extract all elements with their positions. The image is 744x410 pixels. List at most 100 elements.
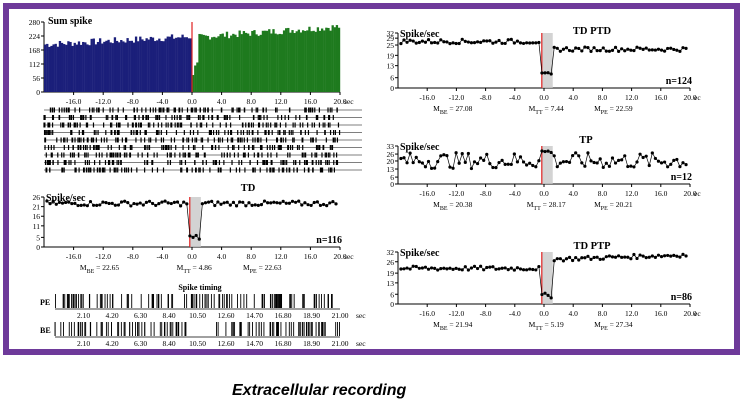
x-tick-label: 0.0 <box>539 93 549 102</box>
histogram-bar <box>65 44 68 92</box>
histogram-bar <box>94 44 98 92</box>
histogram-bar <box>50 45 53 92</box>
histogram-bar <box>246 33 250 92</box>
histogram-bar <box>73 42 76 92</box>
data-point <box>681 252 685 256</box>
data-point <box>506 268 510 272</box>
data-point <box>675 254 679 258</box>
data-point <box>528 267 532 271</box>
data-point <box>656 159 661 163</box>
data-point <box>656 253 661 257</box>
data-point <box>399 156 403 161</box>
histogram-bar <box>291 30 294 92</box>
x-tick-label: 2.10 <box>77 311 90 320</box>
x-tick-label: -16.0 <box>66 97 82 106</box>
data-point <box>482 158 486 163</box>
data-point <box>528 41 532 45</box>
data-point <box>613 161 618 165</box>
y-tick-label: 0 <box>390 180 394 189</box>
mean-before: MBE = 21.94 <box>433 320 472 332</box>
mean-transient: MTT = 7.44 <box>529 104 564 116</box>
histogram-bar <box>111 43 114 92</box>
histogram-bar <box>126 38 129 92</box>
histogram-bar <box>308 26 311 93</box>
data-point <box>583 45 587 49</box>
data-point <box>629 48 633 52</box>
data-point <box>497 38 501 43</box>
data-point <box>250 203 254 208</box>
data-point <box>272 200 276 204</box>
data-point <box>135 202 139 206</box>
data-point <box>429 166 434 170</box>
data-point <box>647 163 651 168</box>
x-tick-label: 8.40 <box>162 311 175 320</box>
data-point <box>571 258 575 263</box>
data-point <box>567 48 572 53</box>
data-point <box>426 159 431 164</box>
histogram-bar <box>244 32 248 92</box>
data-point <box>457 267 461 271</box>
data-point <box>436 268 440 272</box>
histogram-bar <box>166 36 169 92</box>
data-point <box>411 160 415 165</box>
y-tick-label: 25 <box>387 41 395 50</box>
histogram-bar <box>251 30 254 92</box>
histogram-bar <box>266 30 269 92</box>
data-point <box>610 255 615 259</box>
data-point <box>472 264 477 268</box>
x-tick-label: 4.0 <box>217 252 227 261</box>
data-point <box>574 255 578 260</box>
data-point <box>681 46 685 50</box>
histogram-bar <box>105 40 108 92</box>
data-point <box>549 72 553 76</box>
data-point <box>472 40 477 45</box>
data-point <box>475 266 480 271</box>
data-point <box>491 265 495 269</box>
data-point <box>571 153 575 158</box>
data-point <box>466 268 470 272</box>
data-point <box>210 199 214 203</box>
data-point <box>64 200 68 205</box>
data-point <box>104 201 108 205</box>
x-tick-label: -8.0 <box>480 93 492 102</box>
histogram-bar <box>314 31 317 92</box>
data-point <box>185 202 189 206</box>
histogram-bar <box>79 44 83 92</box>
x-tick-label: 16.0 <box>654 189 667 198</box>
data-point <box>580 256 584 260</box>
data-point <box>653 255 657 259</box>
data-point <box>466 151 470 156</box>
x-tick-label: 16.80 <box>275 311 292 320</box>
data-point <box>144 200 149 204</box>
data-point <box>82 203 86 207</box>
data-point <box>503 162 507 166</box>
data-point <box>213 203 217 208</box>
data-point <box>45 199 49 203</box>
x-axis-unit: sec <box>356 339 366 348</box>
data-point <box>537 264 541 269</box>
histogram-bar <box>75 44 79 92</box>
data-point <box>472 160 477 164</box>
data-point <box>182 200 186 204</box>
x-tick-label: 20.0 <box>683 309 696 318</box>
data-point <box>76 203 80 208</box>
data-point <box>200 202 204 206</box>
sample-count: n=12 <box>671 172 692 183</box>
histogram-bar <box>160 41 163 92</box>
data-point <box>423 165 428 169</box>
data-point <box>592 46 596 50</box>
data-point <box>564 159 569 164</box>
histogram-bar <box>77 41 81 92</box>
data-point <box>454 41 458 46</box>
histogram-bar <box>202 34 205 92</box>
data-point <box>577 46 581 51</box>
x-axis-unit: ec <box>694 93 701 102</box>
data-point <box>540 71 544 75</box>
data-point <box>494 166 498 170</box>
histogram-bar <box>175 37 178 92</box>
data-point <box>574 151 578 155</box>
data-point <box>414 264 418 269</box>
data-point <box>635 256 639 261</box>
y-tick-label: 21 <box>33 203 41 212</box>
sample-count: n=124 <box>666 76 692 87</box>
